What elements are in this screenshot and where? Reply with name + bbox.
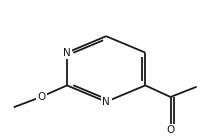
Text: N: N: [63, 48, 71, 58]
Text: O: O: [38, 92, 46, 102]
Text: N: N: [102, 97, 110, 107]
Text: O: O: [166, 125, 175, 136]
